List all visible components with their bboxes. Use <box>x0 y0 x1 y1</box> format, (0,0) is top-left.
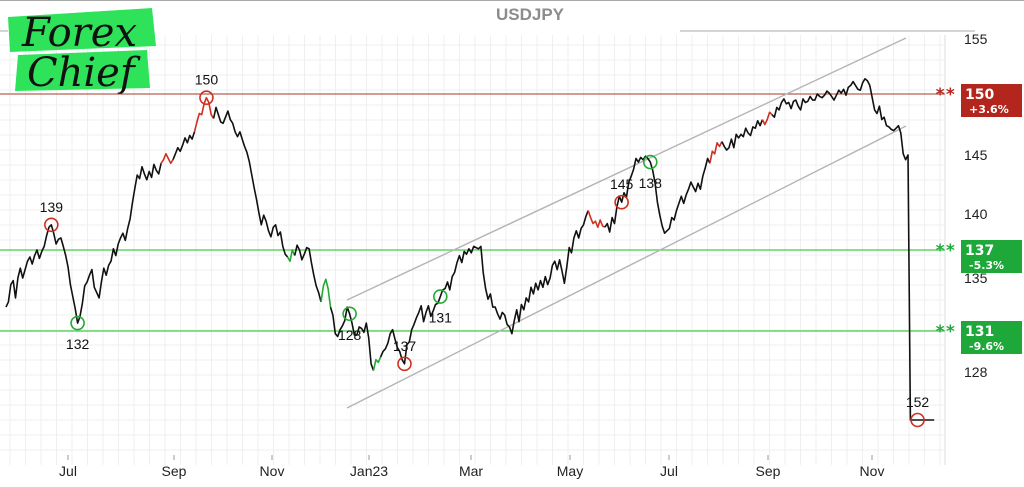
price-line-segment-10 <box>379 210 589 365</box>
x-tick-label: Sep <box>756 463 781 479</box>
pivot-circle-128 <box>342 306 357 322</box>
forex-chief-logo: Forex Chief <box>8 8 156 96</box>
pivot-label-128: 128 <box>338 327 362 343</box>
price-line-segment-6 <box>293 244 322 303</box>
pivot-circle-138 <box>642 154 658 170</box>
price-tag-stars: ** <box>935 241 955 261</box>
price-line-segment-0 <box>5 163 162 324</box>
price-line-segment-16 <box>771 78 935 421</box>
logo-word-forex: Forex <box>21 10 137 56</box>
price-line-segment-12 <box>604 155 711 234</box>
price-line-segment-11 <box>587 210 606 228</box>
pivot-label-152: 152 <box>906 394 930 410</box>
pivot-circle-139 <box>44 217 59 233</box>
price-line-segment-1 <box>160 153 174 165</box>
price-tag-box-150 <box>961 84 1022 117</box>
price-line-segment-4 <box>212 106 289 258</box>
y-axis: 155 145 140 135 128 <box>964 31 988 380</box>
chart-title: USDJPY <box>496 5 565 24</box>
pivot-label-137: 137 <box>393 338 417 354</box>
y-tick-label: 140 <box>964 206 988 222</box>
x-tick-label: Jul <box>59 463 77 479</box>
pivot-label-132: 132 <box>66 336 90 352</box>
price-tag-change: -5.3% <box>969 259 1004 272</box>
logo-word-chief: Chief <box>27 50 141 96</box>
channel-lower-line <box>346 125 907 409</box>
x-tick-label: Mar <box>459 463 483 479</box>
price-line-segment-13 <box>709 141 723 164</box>
price-line-segment-15 <box>761 111 773 126</box>
pivot-label-139: 139 <box>40 199 64 215</box>
price-tag-change: -9.6% <box>969 340 1004 353</box>
pivot-label-150: 150 <box>195 72 219 88</box>
y-tick-label: 145 <box>964 147 988 163</box>
pivot-circle-145 <box>614 194 629 210</box>
price-tag-box-137 <box>961 240 1022 273</box>
channel-upper-line <box>346 37 907 301</box>
logo-highlight-2 <box>15 50 150 91</box>
x-tick-label: Jul <box>660 463 678 479</box>
pivot-circle-131 <box>432 289 448 304</box>
price-line-segment-5 <box>286 249 296 262</box>
price-tag-value: 131 <box>965 324 994 340</box>
pivot-circle-150 <box>199 90 214 105</box>
price-line-segment-8 <box>329 306 375 371</box>
price-tags: ** 150+3.6% ** 137-5.3% ** 131-9.6% <box>935 84 1022 354</box>
price-tag-stars: ** <box>935 322 955 342</box>
pivot-label-145: 145 <box>610 176 634 192</box>
pivot-circle-137 <box>397 356 412 372</box>
x-tick-label: Nov <box>260 463 285 479</box>
pivot-circle-152 <box>910 412 925 428</box>
header-band <box>0 0 1024 31</box>
logo-highlight-1 <box>8 8 156 52</box>
price-series <box>5 78 935 421</box>
pivot-markers: 139 132 150 137 128 131 145 138 152 <box>40 72 930 428</box>
x-tick-label: Sep <box>162 463 187 479</box>
pivot-label-131: 131 <box>429 310 453 326</box>
x-tick-label: Jan23 <box>350 463 388 479</box>
price-tag-value: 150 <box>965 87 994 103</box>
pivot-circle-132 <box>70 315 85 331</box>
price-line-segment-7 <box>320 278 332 308</box>
price-line-segment-9 <box>372 356 382 371</box>
price-tag-box-131 <box>961 321 1022 354</box>
price-line-segment-14 <box>721 119 764 151</box>
trend-channel <box>346 37 907 409</box>
price-tag-stars: ** <box>935 85 955 105</box>
y-tick-label: 128 <box>964 364 988 380</box>
y-tick-label: 155 <box>964 31 988 47</box>
x-tick-label: May <box>557 463 583 479</box>
price-tag-change: +3.6% <box>969 103 1009 116</box>
price-line-segment-2 <box>172 131 196 161</box>
pivot-label-138: 138 <box>639 175 663 191</box>
x-tick-label: Nov <box>860 463 885 479</box>
y-tick-label: 135 <box>964 270 988 286</box>
price-tag-value: 137 <box>965 243 994 259</box>
x-axis: Jul Sep Nov Jan23 Mar May Jul Sep Nov <box>59 455 884 479</box>
